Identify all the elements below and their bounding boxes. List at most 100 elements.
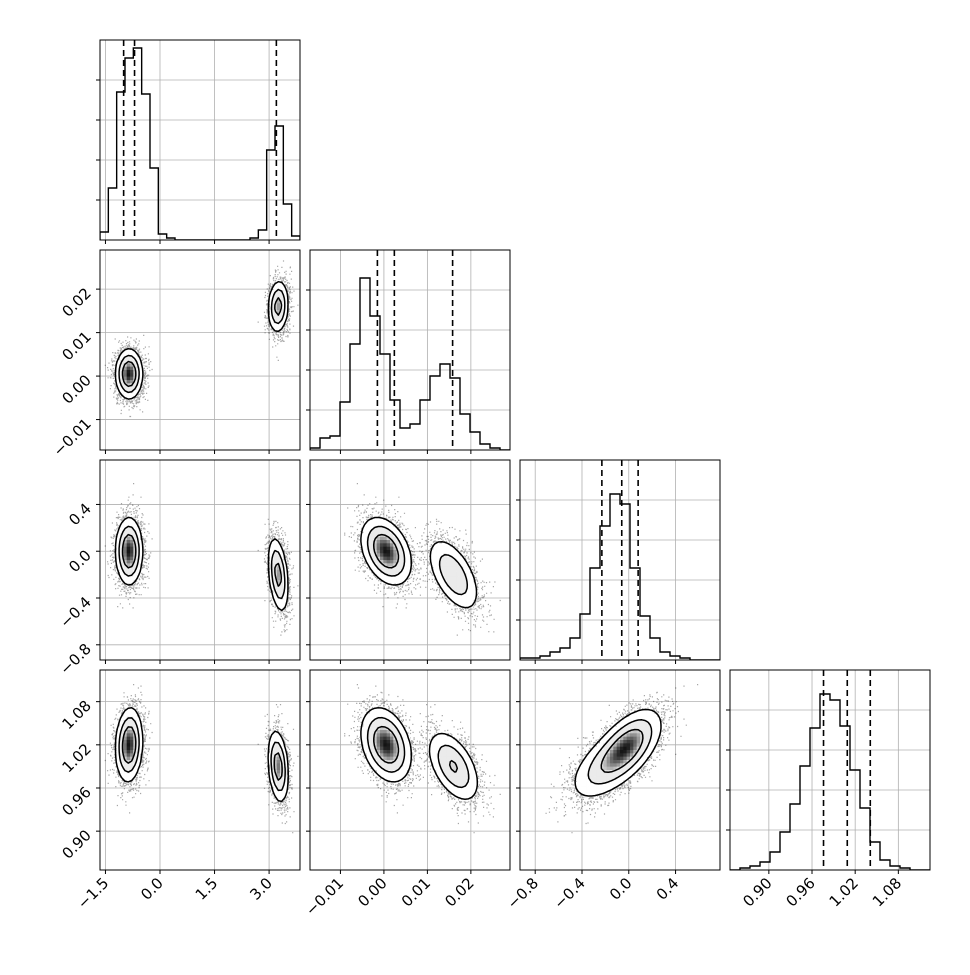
density-cell	[583, 770, 587, 774]
density-cell	[446, 566, 451, 571]
density-cell	[623, 743, 627, 747]
density-cell	[400, 546, 404, 551]
density-cell	[130, 376, 134, 381]
density-cell	[456, 793, 461, 797]
density-cell	[633, 743, 637, 747]
density-cell	[133, 360, 137, 364]
density-cell	[443, 570, 447, 574]
density-cell	[376, 540, 381, 544]
density-cell	[383, 560, 387, 564]
density-cell	[456, 590, 461, 594]
scatter-points	[344, 483, 501, 636]
density-cell	[393, 556, 397, 561]
density-cell	[600, 786, 604, 791]
density-cell	[446, 550, 451, 554]
density-cell	[283, 570, 287, 574]
density-cell	[123, 763, 127, 767]
density-cell	[443, 576, 447, 581]
density-cell	[460, 573, 464, 577]
density-cell	[380, 540, 384, 544]
density-cell	[406, 560, 411, 564]
density-cell	[576, 783, 581, 787]
density-cell	[363, 553, 367, 557]
density-cell	[626, 770, 631, 774]
density-cell	[370, 736, 374, 741]
density-cell	[363, 720, 367, 724]
density-cell	[396, 720, 401, 724]
density-cell	[616, 723, 621, 727]
density-cell	[590, 750, 594, 754]
density-cell	[133, 526, 137, 531]
density-cell	[380, 573, 384, 577]
density-cell	[446, 750, 451, 754]
density-cell	[270, 740, 274, 744]
density-cell	[136, 530, 141, 534]
density-cell	[613, 756, 617, 761]
density-cell	[580, 783, 584, 787]
density-cell	[450, 786, 454, 791]
density-cell	[120, 720, 124, 724]
panel-frame	[729, 669, 931, 871]
density-cell	[133, 533, 137, 537]
density-cell	[390, 570, 394, 574]
density-cell	[636, 736, 641, 741]
density-cell	[276, 733, 281, 737]
density-cell	[406, 570, 411, 574]
density-cell	[120, 356, 124, 361]
density-cell	[126, 530, 131, 534]
density-cell	[633, 763, 637, 767]
density-cell	[460, 563, 464, 567]
density-cell	[280, 580, 284, 584]
density-cell	[126, 373, 131, 377]
contour-level-2	[118, 288, 286, 394]
density-cell	[390, 733, 394, 737]
density-cell	[380, 543, 384, 547]
density-cell	[620, 736, 624, 741]
density-cell	[443, 756, 447, 761]
density-cell	[126, 350, 131, 354]
density-cell	[636, 723, 641, 727]
density-cell	[386, 523, 391, 527]
density-cell	[133, 726, 137, 731]
density-cell	[120, 773, 124, 777]
density-cell	[593, 750, 597, 754]
density-cell	[453, 566, 457, 571]
density-cell	[123, 733, 127, 737]
density-cell	[440, 583, 444, 587]
density-cell	[626, 773, 631, 777]
density-cell	[123, 736, 127, 741]
density-cell	[130, 560, 134, 564]
density-cell	[433, 546, 437, 551]
density-cell	[463, 596, 467, 601]
density-cell	[273, 543, 277, 547]
density-cell	[123, 376, 127, 381]
density-cell	[370, 536, 374, 541]
density-cell	[373, 756, 377, 761]
density-cell	[283, 783, 287, 787]
density-cell	[376, 526, 381, 531]
density-cell	[276, 740, 281, 744]
density-cell	[390, 776, 394, 781]
density-cell	[130, 773, 134, 777]
density-cell	[393, 553, 397, 557]
density-cell	[280, 293, 284, 297]
x-tick-label: 0.96	[782, 874, 818, 910]
density-cell	[440, 740, 444, 744]
density-cell	[120, 546, 124, 551]
density-cell	[643, 740, 647, 744]
density-cell	[403, 566, 407, 571]
density-cell	[360, 536, 364, 541]
density-cell	[126, 733, 131, 737]
density-cell	[273, 773, 277, 777]
density-cell	[453, 576, 457, 581]
density-cell	[383, 746, 387, 751]
density-cell	[623, 746, 627, 751]
density-cell	[393, 776, 397, 781]
density-cell	[273, 293, 277, 297]
density-cell	[643, 743, 647, 747]
density-cell	[630, 726, 634, 731]
density-cell	[283, 596, 287, 601]
contour-level-1	[114, 280, 289, 400]
density-cell	[130, 570, 134, 574]
